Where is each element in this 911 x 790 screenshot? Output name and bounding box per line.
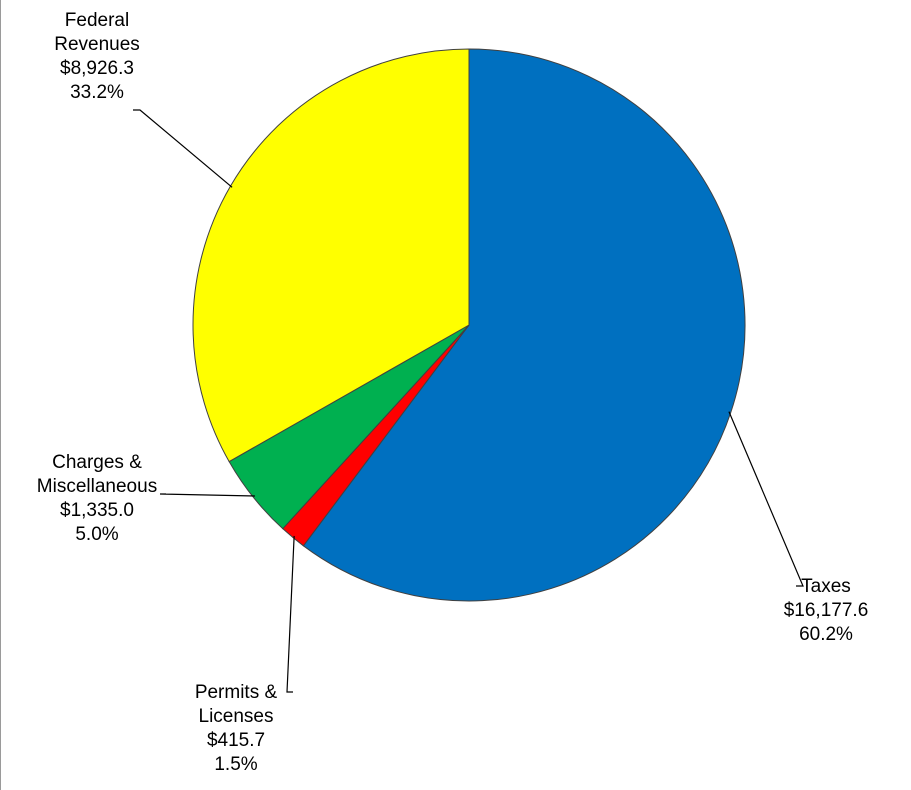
slice-label-charges-miscellaneous: Charges & Miscellaneous $1,335.0 5.0% bbox=[37, 452, 157, 545]
slice-name-label: Permits & bbox=[195, 682, 278, 703]
slice-amount-label: $415.7 bbox=[207, 730, 265, 751]
slice-name-label: Taxes bbox=[801, 576, 851, 597]
slice-amount-label: $8,926.3 bbox=[60, 58, 134, 79]
pie-slice-taxes bbox=[302, 48, 746, 602]
slice-percent-label: 60.2% bbox=[799, 624, 853, 645]
leader-line-permits-licenses bbox=[286, 535, 295, 693]
slice-name-label: Licenses bbox=[199, 706, 274, 727]
leader-line-federal-revenues bbox=[133, 109, 233, 188]
slice-amount-label: $1,335.0 bbox=[60, 500, 134, 521]
slice-name-label: Miscellaneous bbox=[37, 476, 157, 497]
slice-label-federal-revenues: Federal Revenues $8,926.3 33.2% bbox=[54, 10, 140, 103]
slice-amount-label: $16,177.6 bbox=[784, 600, 869, 621]
slice-percent-label: 33.2% bbox=[70, 82, 124, 103]
slice-name-label: Federal bbox=[65, 10, 129, 31]
slice-percent-label: 1.5% bbox=[214, 754, 257, 775]
slice-label-permits-licenses: Permits & Licenses $415.7 1.5% bbox=[195, 682, 278, 775]
leader-line-charges-miscellaneous bbox=[159, 493, 255, 497]
slice-name-label: Charges & bbox=[52, 452, 142, 473]
slice-label-taxes: Taxes $16,177.6 60.2% bbox=[784, 576, 869, 645]
leader-line-taxes bbox=[728, 411, 804, 587]
slice-name-label: Revenues bbox=[54, 34, 140, 55]
slice-percent-label: 5.0% bbox=[75, 524, 118, 545]
